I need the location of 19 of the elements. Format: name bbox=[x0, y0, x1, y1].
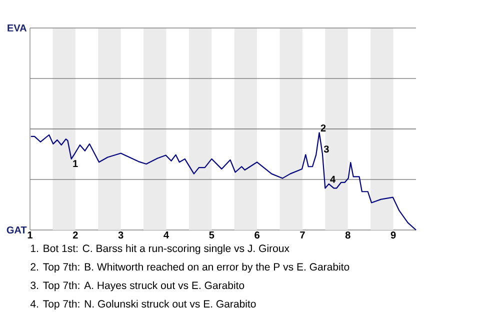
x-tick-label: 6 bbox=[254, 232, 260, 239]
text: 3. Top 7th: A. Hayes struck out vs E. Garabito bbox=[30, 281, 244, 292]
x-tick-label: 1 bbox=[28, 232, 33, 238]
annotation: 1 bbox=[73, 160, 78, 168]
x-tick-label: 4 bbox=[164, 232, 169, 238]
x-tick-label: 9 bbox=[390, 232, 396, 239]
text: 1. Bot 1st: C. Barss hit a run-scoring single vs J. Giroux bbox=[31, 244, 290, 254]
text: EVA bbox=[8, 24, 27, 32]
text: 4. Top 7th: N. Golunski struck out vs E. Garabito bbox=[30, 300, 256, 310]
text: GAT bbox=[6, 226, 27, 234]
x-tick-label: 8 bbox=[345, 232, 350, 239]
annotation: 3 bbox=[324, 146, 329, 153]
annotation: 4 bbox=[330, 176, 336, 183]
x-tick-label: 2 bbox=[72, 232, 78, 239]
x-tick-label: 7 bbox=[300, 232, 305, 238]
x-tick-label: 5 bbox=[209, 232, 214, 238]
annotation: 2 bbox=[320, 124, 326, 132]
text: 2. Top 7th: B. Whitworth reached on an error by the P vs E. Garabito bbox=[30, 262, 350, 273]
x-tick-label: 3 bbox=[118, 232, 124, 239]
